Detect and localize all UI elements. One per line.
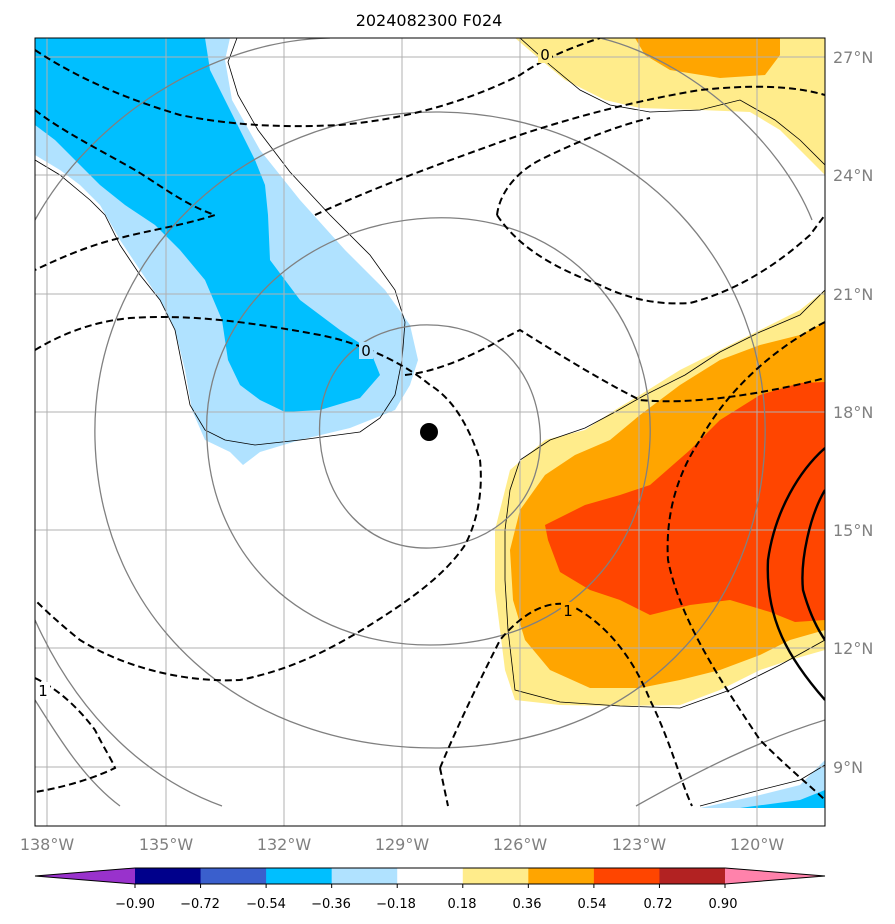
lon-tick-label: 138°W	[20, 835, 75, 854]
negative-anomaly-medium	[35, 38, 380, 412]
colorbar-segment	[462, 868, 529, 884]
colorbar-segment	[659, 868, 726, 884]
anomaly-boundary-lines	[35, 38, 825, 807]
lon-tick-label: 123°W	[612, 835, 667, 854]
contour-label: 1	[38, 682, 48, 700]
lon-tick-label: 135°W	[139, 835, 194, 854]
colorbar-segment	[200, 868, 267, 884]
colorbar-segment	[135, 868, 202, 884]
height-contours	[35, 38, 825, 807]
colorbar-tick-labels: −0.90 −0.72 −0.54 −0.36 −0.18 0.18 0.36 …	[115, 897, 737, 912]
lat-tick-label: 24°N	[833, 166, 873, 185]
map-frame	[34, 37, 826, 827]
latitude-labels: 27°N 24°N 21°N 18°N 15°N 12°N 9°N	[833, 48, 873, 777]
solid-contours	[766, 447, 825, 701]
lat-tick-label: 12°N	[833, 639, 873, 658]
gridlines	[35, 38, 825, 826]
colorbar-tick-label: 0.54	[578, 897, 607, 912]
colorbar-segment	[593, 868, 660, 884]
colorbar-tick-label: −0.54	[246, 897, 286, 912]
colorbar-extend-high	[725, 868, 825, 884]
lat-tick-label: 9°N	[833, 758, 863, 777]
lat-tick-label: 18°N	[833, 403, 873, 422]
positive-anomaly-right-red	[545, 382, 825, 622]
lon-tick-label: 120°W	[730, 835, 785, 854]
map-panel: 0 0 1 1	[35, 38, 825, 826]
contour-label: 0	[361, 342, 371, 360]
colorbar-tick-label: −0.72	[180, 897, 220, 912]
colorbar-tick-label: 0.36	[513, 897, 542, 912]
colorbar-tick-label: −0.18	[376, 897, 416, 912]
colorbar-tick-label: 0.90	[709, 897, 738, 912]
colorbar-segment	[266, 868, 333, 884]
storm-center-marker	[420, 423, 438, 441]
colorbar-tick-label: −0.36	[311, 897, 351, 912]
dashed-contours	[35, 38, 825, 807]
contour-label: 1	[563, 602, 573, 620]
longitude-labels: 138°W 135°W 132°W 129°W 126°W 123°W 120°…	[20, 835, 785, 854]
colorbar-tick-label: 0.72	[644, 897, 673, 912]
lat-tick-label: 27°N	[833, 48, 873, 67]
negative-anomaly-bottom-right	[700, 760, 825, 808]
lon-tick-label: 132°W	[257, 835, 312, 854]
contour-label: 0	[540, 46, 550, 64]
colorbar-tick-label: −0.90	[115, 897, 155, 912]
positive-anomaly-top-orange	[635, 38, 780, 78]
colorbar-segment	[331, 868, 398, 884]
chart-title: 2024082300 F024	[356, 11, 503, 30]
colorbar-extend-low	[35, 868, 135, 884]
negative-anomaly-bottom-right-dark	[740, 790, 825, 808]
lon-tick-label: 126°W	[493, 835, 548, 854]
lat-tick-label: 15°N	[833, 521, 873, 540]
colorbar-segment	[397, 868, 464, 884]
lat-tick-label: 21°N	[833, 285, 873, 304]
colorbar	[34, 867, 826, 888]
colorbar-segment	[528, 868, 595, 884]
colorbar-tick-label: 0.18	[448, 897, 477, 912]
lon-tick-label: 129°W	[375, 835, 430, 854]
